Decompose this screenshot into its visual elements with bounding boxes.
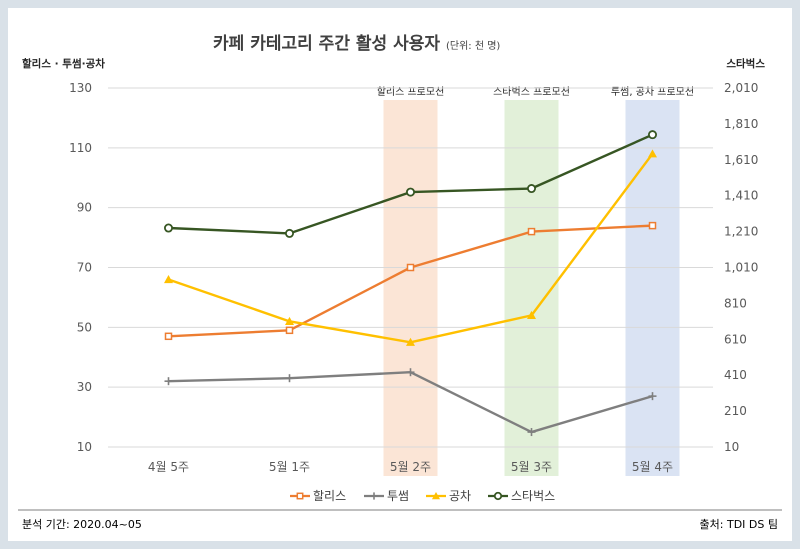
left-axis-label: 할리스 · 투썸·공차 <box>22 57 105 70</box>
point-투썸-4 <box>648 392 657 401</box>
promotion-bands: 할리스 프로모션 스타벅스 프로모션 투썸, 공차 프로모션 <box>377 86 694 476</box>
right-axis-label: 스타벅스 <box>726 57 765 70</box>
point-투썸-2 <box>406 368 415 377</box>
promotion-label-0: 할리스 프로모션 <box>377 86 445 98</box>
point-공차-1 <box>285 316 294 325</box>
left-tick-label-1: 30 <box>77 380 92 394</box>
point-스타벅스-2 <box>405 187 415 197</box>
promotion-label-1: 스타벅스 프로모션 <box>493 86 570 98</box>
legend-label-0: 할리스 <box>313 489 346 503</box>
right-tick-label-3: 610 <box>724 332 747 346</box>
left-tick-label-5: 110 <box>69 141 92 155</box>
legend-marker-1 <box>370 492 378 500</box>
axis-labels: 10 30 50 70 90 110 130 10 210 410 610 810 1,010 1,210… <box>69 81 758 474</box>
right-tick-label-4: 810 <box>724 296 747 310</box>
legend-label-3: 스타벅스 <box>511 489 555 503</box>
right-tick-label-2: 410 <box>724 368 747 382</box>
unit-note: (단위: 천 명) <box>446 39 500 52</box>
legend-item-2: 공차 <box>426 489 471 503</box>
legend: 할리스 투썸 공차 스타벅스 <box>290 489 555 503</box>
x-tick-label-4: 5월 4주 <box>632 460 673 474</box>
promotion-band-0 <box>383 100 438 476</box>
promotion-band-1 <box>504 100 559 476</box>
chart-frame: 할리스 프로모션 스타벅스 프로모션 투썸, 공차 프로모션 10 30 50 70 90 1… <box>8 8 792 541</box>
right-tick-label-7: 1,410 <box>724 189 758 203</box>
legend-marker-3 <box>493 491 503 501</box>
legend-marker-2 <box>431 491 441 500</box>
point-스타벅스-0 <box>163 223 173 233</box>
promotion-label-2: 투썸, 공차 프로모션 <box>611 86 694 98</box>
right-tick-label-6: 1,210 <box>724 225 758 239</box>
right-tick-label-10: 2,010 <box>724 81 758 95</box>
cafe-weekly-active-users-chart: 할리스 프로모션 스타벅스 프로모션 투썸, 공차 프로모션 10305070901… <box>18 33 782 531</box>
point-공차-3 <box>527 310 536 319</box>
data-source: 출처: TDI DS 팀 <box>700 518 778 531</box>
point-스타벅스-1 <box>284 228 294 238</box>
analysis-period: 분석 기간: 2020.04~05 <box>22 518 142 531</box>
left-tick-label-0: 10 <box>77 440 92 454</box>
point-공차-4 <box>648 149 657 158</box>
legend-label-2: 공차 <box>449 489 471 503</box>
point-투썸-0 <box>164 377 173 386</box>
x-tick-label-1: 5월 1주 <box>269 460 310 474</box>
left-tick-label-6: 130 <box>69 81 92 95</box>
left-tick-label-4: 90 <box>77 201 92 215</box>
legend-item-1: 투썸 <box>364 489 409 503</box>
x-tick-label-3: 5월 3주 <box>511 460 552 474</box>
x-tick-label-2: 5월 2주 <box>390 460 431 474</box>
point-공차-0 <box>164 274 173 284</box>
left-tick-label-2: 50 <box>77 320 92 334</box>
chart-title: 카페 카테고리 주간 활성 사용자 <box>213 33 440 54</box>
point-할리스-1 <box>285 326 294 335</box>
legend-marker-0 <box>296 492 304 500</box>
right-tick-label-0: 10 <box>724 440 739 454</box>
point-공차-2 <box>406 337 415 346</box>
point-스타벅스-4 <box>648 130 658 140</box>
right-tick-label-9: 1,810 <box>724 117 758 131</box>
legend-label-1: 투썸 <box>387 489 409 503</box>
left-tick-label-3: 70 <box>77 261 92 275</box>
point-할리스-4 <box>648 221 657 230</box>
legend-item-3: 스타벅스 <box>488 489 555 503</box>
point-투썸-1 <box>285 374 294 383</box>
right-tick-label-1: 210 <box>724 404 747 418</box>
legend-item-0: 할리스 <box>290 489 346 503</box>
point-할리스-2 <box>406 263 415 272</box>
series-markers <box>163 130 658 437</box>
point-투썸-3 <box>527 428 536 437</box>
promotion-band-2 <box>625 100 680 476</box>
point-할리스-0 <box>164 332 173 341</box>
point-할리스-3 <box>527 227 536 236</box>
x-tick-label-0: 4월 5주 <box>148 460 189 474</box>
right-tick-label-8: 1,610 <box>724 153 758 167</box>
right-tick-label-5: 1,010 <box>724 261 758 275</box>
point-스타벅스-3 <box>527 184 537 194</box>
